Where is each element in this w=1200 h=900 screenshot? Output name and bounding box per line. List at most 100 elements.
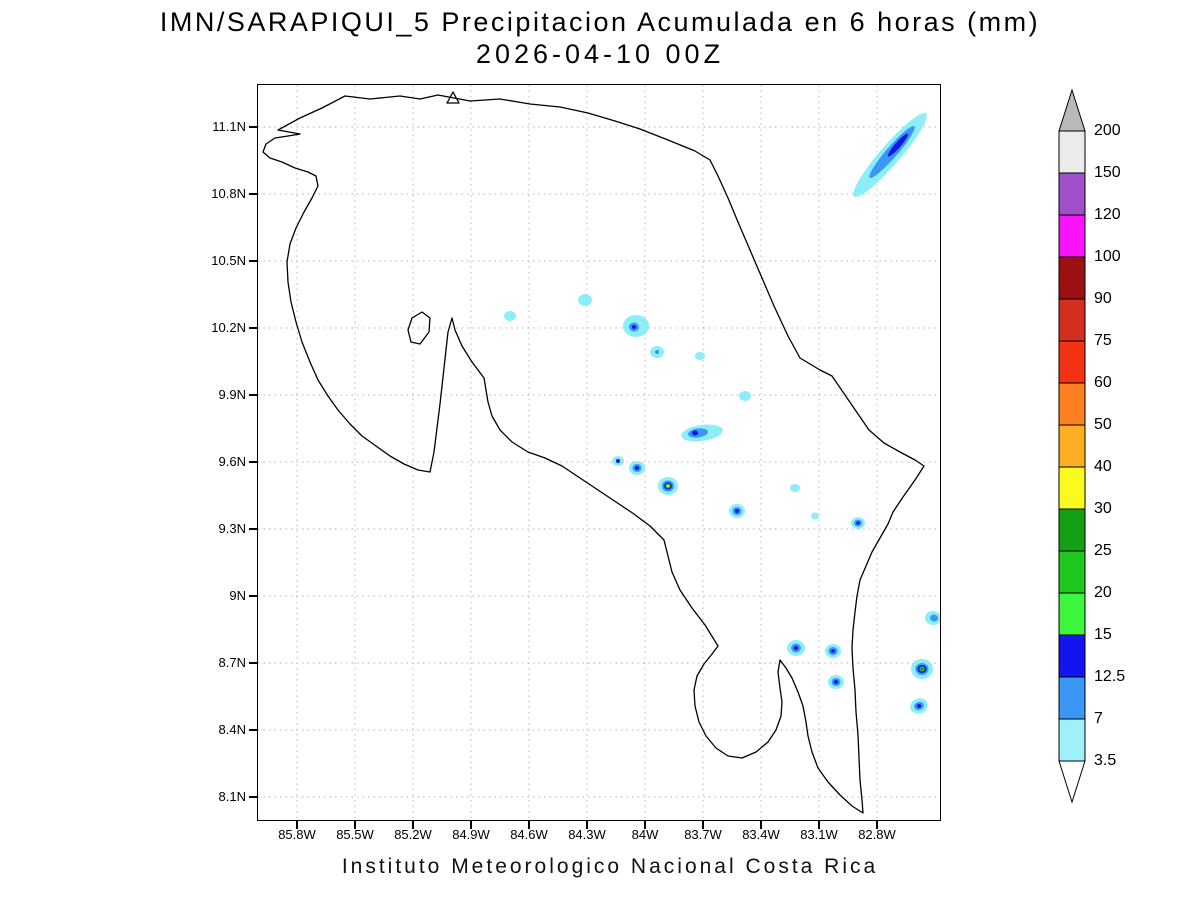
colorbar-segment (1058, 130, 1086, 174)
lon-tick-label: 84W (631, 827, 659, 842)
lon-tick-label: 85.2W (394, 827, 432, 842)
colorbar-level-label: 15 (1094, 626, 1112, 643)
chart-valid-time: 2026-04-10 00Z (475, 39, 725, 69)
lon-tick-label: 84.6W (510, 827, 548, 842)
lat-tick-label: 10.2N (211, 320, 246, 335)
map-canvas (258, 85, 940, 820)
colorbar-level-label: 40 (1094, 458, 1112, 475)
lon-tick-label: 84.9W (452, 827, 490, 842)
lat-tick-mark (249, 126, 258, 128)
lon-tick-mark (470, 821, 472, 829)
colorbar-level-label: 150 (1094, 164, 1121, 181)
colorbar-level-label: 3.5 (1094, 752, 1117, 769)
gridlines (258, 85, 940, 820)
lat-tick-label: 11.1N (212, 119, 246, 134)
colorbar-segment (1058, 592, 1086, 636)
lon-tick-mark (876, 821, 878, 829)
colorbar-segment (1058, 382, 1086, 426)
lon-tick-mark (818, 821, 820, 829)
lon-tick-mark (412, 821, 414, 829)
precip-cell (831, 649, 835, 653)
lat-tick-label: 10.5N (211, 253, 246, 268)
colorbar-level-label: 100 (1094, 248, 1121, 265)
colorbar-segment (1058, 676, 1086, 720)
lon-tick-mark (354, 821, 356, 829)
colorbar-segment (1058, 466, 1086, 510)
north-border-triangle-feature (446, 91, 460, 104)
colorbar-segment (1058, 634, 1086, 678)
precip-cell (790, 484, 800, 492)
colorbar-segment (1058, 550, 1086, 594)
precip-cell (811, 512, 819, 520)
map-plot-area (257, 84, 941, 821)
colorbar (1058, 88, 1086, 804)
precip-cell (695, 352, 705, 360)
colorbar-level-label: 20 (1094, 584, 1112, 601)
chart-title: IMN/SARAPIQUI_5 Precipitacion Acumulada … (159, 7, 1041, 37)
lon-tick-label: 83.1W (800, 827, 838, 842)
gulf-of-nicoya-island (407, 311, 431, 345)
lat-tick-label: 10.8N (211, 186, 246, 201)
lon-tick-label: 85.8W (278, 827, 316, 842)
lat-tick-label: 8.7N (218, 655, 246, 670)
precip-cell (739, 391, 751, 401)
lat-tick-label: 9.6N (218, 454, 246, 469)
lat-tick-mark (249, 595, 258, 597)
lat-tick-mark (249, 662, 258, 664)
lon-tick-mark (644, 821, 646, 829)
colorbar-level-label: 30 (1094, 500, 1112, 517)
colorbar-segment (1058, 172, 1086, 216)
precip-cell (578, 294, 592, 306)
precip-cell (616, 459, 620, 463)
lon-tick-label: 83.7W (684, 827, 722, 842)
lat-tick-label: 9.3N (218, 521, 246, 536)
colorbar-segment (1058, 340, 1086, 384)
precipitation-cells (504, 112, 940, 714)
lon-tick-mark (296, 821, 298, 829)
lat-tick-label: 9.9N (218, 387, 246, 402)
precip-cell (856, 521, 860, 525)
lon-tick-mark (586, 821, 588, 829)
precip-cell (887, 133, 909, 157)
precip-cell (735, 509, 739, 513)
colorbar-arrow-bottom (1058, 760, 1086, 804)
precip-cell (916, 704, 922, 708)
colorbar-segment (1058, 214, 1086, 258)
lon-tick-mark (760, 821, 762, 829)
precip-cell (833, 680, 839, 684)
colorbar-level-label: 12.5 (1094, 668, 1126, 685)
lon-tick-label: 84.3W (568, 827, 606, 842)
colorbar-level-label: 7 (1094, 710, 1103, 727)
lon-tick-label: 85.5W (336, 827, 374, 842)
colorbar-segment (1058, 508, 1086, 552)
colorbar-level-label: 50 (1094, 416, 1112, 433)
costa-rica-coastline (262, 94, 925, 814)
footer-attribution: Instituto Meteorologico Nacional Costa R… (341, 855, 879, 878)
precip-cell (634, 466, 640, 470)
precip-cell (793, 646, 799, 650)
precip-cell (655, 350, 659, 354)
colorbar-level-label: 120 (1094, 206, 1121, 223)
precip-cell (631, 325, 637, 329)
colorbar-arrow-top (1058, 88, 1086, 132)
precip-cell (666, 484, 670, 488)
lat-tick-label: 8.1N (218, 789, 246, 804)
lat-tick-mark (249, 528, 258, 530)
lon-tick-label: 82.8W (858, 827, 896, 842)
colorbar-segment (1058, 298, 1086, 342)
colorbar-level-label: 25 (1094, 542, 1112, 559)
lat-tick-mark (249, 260, 258, 262)
colorbar-level-label: 60 (1094, 374, 1112, 391)
precip-cell (504, 311, 516, 321)
precip-cell (930, 614, 938, 622)
lon-tick-mark (702, 821, 704, 829)
lat-tick-mark (249, 327, 258, 329)
colorbar-level-label: 200 (1094, 122, 1121, 139)
lon-tick-label: 83.4W (742, 827, 780, 842)
precip-cell (920, 667, 924, 671)
colorbar-level-label: 90 (1094, 290, 1112, 307)
colorbar-segment (1058, 256, 1086, 300)
colorbar-segment (1058, 424, 1086, 468)
lat-tick-label: 8.4N (218, 722, 246, 737)
